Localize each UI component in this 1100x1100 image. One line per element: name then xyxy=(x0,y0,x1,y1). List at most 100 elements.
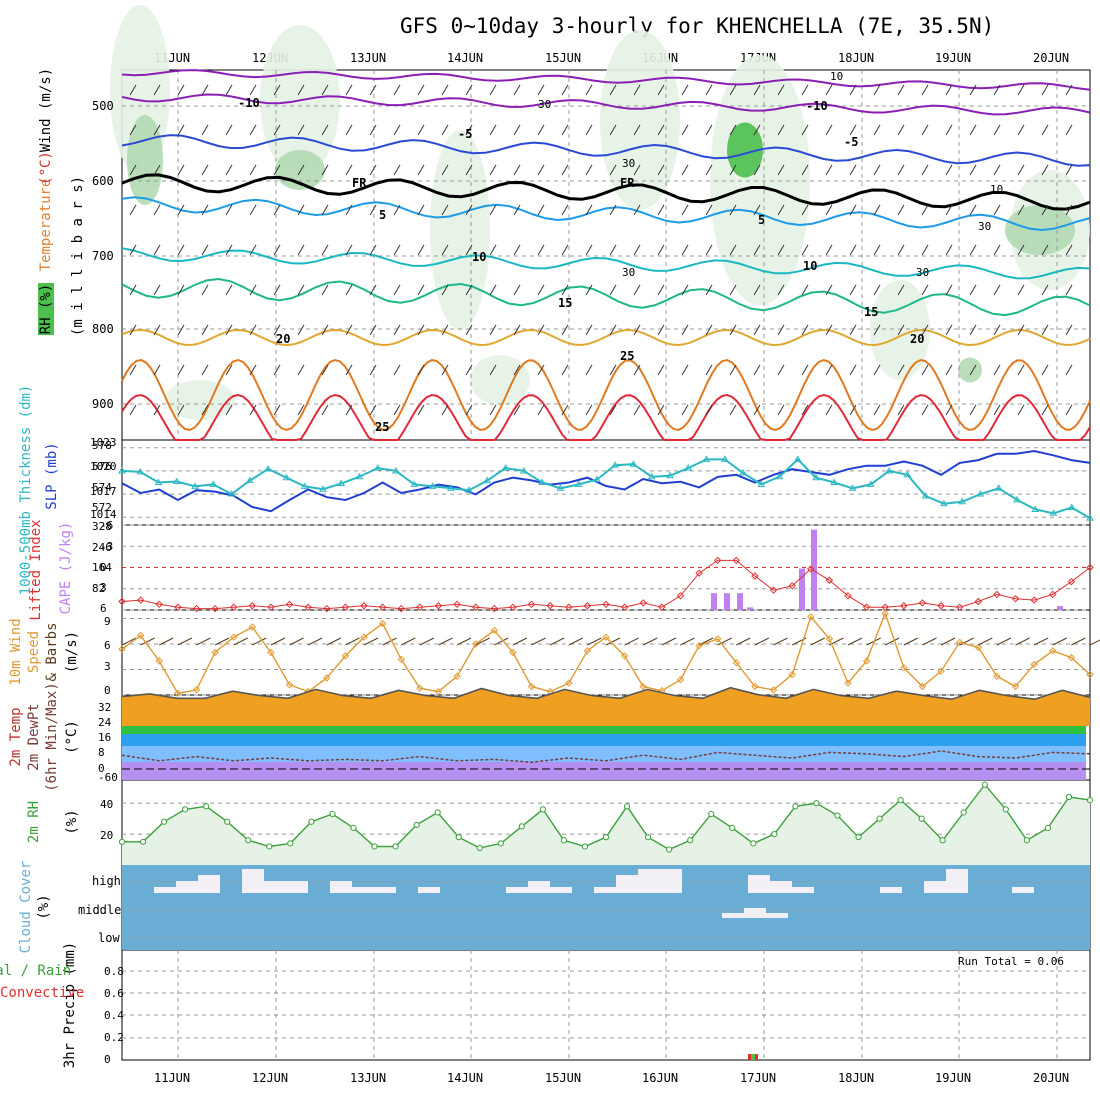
wind-barb xyxy=(609,124,617,136)
wind-point xyxy=(825,635,834,643)
li-point xyxy=(937,602,945,610)
wind-barb xyxy=(177,324,185,336)
wind-barb xyxy=(273,404,281,416)
wind-barb xyxy=(633,244,641,256)
wind-barb xyxy=(441,364,449,376)
wind-barb xyxy=(561,364,569,376)
rh-point xyxy=(644,834,652,841)
wind-barb xyxy=(393,244,401,256)
wind-barb xyxy=(1065,84,1073,96)
wind-barb xyxy=(561,84,569,96)
wind-barb xyxy=(921,284,929,296)
wind-barb xyxy=(513,124,521,136)
wind-barb xyxy=(393,284,401,296)
wind-barb xyxy=(873,84,881,96)
li-point xyxy=(900,602,908,610)
wind-barb xyxy=(777,84,785,96)
wind-barb xyxy=(681,164,689,176)
wind-barb xyxy=(753,244,761,256)
wind-barb xyxy=(585,284,593,296)
wind-barb xyxy=(129,404,137,416)
thickness-series xyxy=(121,458,1091,519)
wind-barb xyxy=(513,204,521,216)
wind-barb xyxy=(513,164,521,176)
cloud-panel: high middle low xyxy=(78,865,1090,950)
wind-barb xyxy=(456,637,472,646)
cloud-level-label: low xyxy=(98,931,120,945)
wind-barb xyxy=(897,284,905,296)
wind-barb xyxy=(417,404,425,416)
wind-barb xyxy=(969,324,977,336)
rh-point xyxy=(834,812,841,819)
rh-legend-swatch xyxy=(38,283,54,335)
wind-point xyxy=(602,633,610,641)
wind-barb xyxy=(681,124,689,136)
wind-barb xyxy=(489,324,497,336)
wind-barb xyxy=(419,637,435,646)
wind-barb xyxy=(777,204,785,216)
run-total-label: Run Total = 0.06 xyxy=(958,955,1064,968)
wind-barb xyxy=(249,124,257,136)
cape-tick: 82 xyxy=(92,582,105,595)
cape-tick: 328 xyxy=(92,520,112,533)
date-tick-bottom: 12JUN xyxy=(252,1071,288,1085)
wind-barb xyxy=(825,284,833,296)
temp-band xyxy=(122,762,1086,780)
wind-barb xyxy=(417,124,425,136)
date-tick-top: 13JUN xyxy=(350,51,386,65)
wind-barb xyxy=(177,244,185,256)
cloud-high-bar xyxy=(946,869,968,893)
wind-barb xyxy=(810,637,825,646)
wind-barb xyxy=(129,164,137,176)
rh-point xyxy=(455,834,462,841)
wind-barb xyxy=(441,204,449,216)
wind-barb xyxy=(897,324,905,336)
wind-point xyxy=(732,658,741,667)
wind-point xyxy=(285,681,294,689)
wind-barb xyxy=(249,244,257,256)
rh-point xyxy=(771,830,778,838)
wind-barb xyxy=(369,124,377,136)
wind-barb xyxy=(681,204,689,216)
wind-barb xyxy=(393,204,401,216)
wind-barb xyxy=(1065,244,1073,256)
date-tick-top: 19JUN xyxy=(935,51,971,65)
li-point xyxy=(397,604,405,613)
wind-barb xyxy=(993,404,1001,416)
rh-point xyxy=(266,843,273,850)
upper-axis-label: (m i l l i b a r s) xyxy=(70,176,86,336)
wind-barb xyxy=(753,404,761,416)
wind-barb xyxy=(369,204,377,216)
wind-barb xyxy=(1041,124,1049,136)
li-point xyxy=(360,602,368,610)
wind-barb xyxy=(537,124,545,136)
cloud-high-bar xyxy=(594,887,616,893)
wind-barb xyxy=(633,364,641,376)
wind-barb xyxy=(993,284,1001,296)
wind-barb xyxy=(249,404,257,416)
rh-shading xyxy=(958,357,982,383)
wind-barb xyxy=(873,324,881,336)
wind-barb xyxy=(345,84,353,96)
wind-barb xyxy=(754,637,770,646)
wind-barb xyxy=(177,164,185,176)
wind-barb xyxy=(513,404,521,416)
wind-barb xyxy=(321,164,329,176)
wind-barb xyxy=(777,284,785,296)
wind-barb xyxy=(681,284,689,296)
wind-barb xyxy=(969,84,977,96)
wind-barb xyxy=(225,244,233,256)
contour-label: -10 xyxy=(238,96,260,110)
wind-barb xyxy=(873,124,881,136)
cape-tick: 164 xyxy=(92,561,112,574)
rh-shading xyxy=(470,355,530,405)
li-point xyxy=(751,572,759,580)
upper-air-panel: -10 -10 -5 -5 FR FR 5 5 10 10 15 15 20 20 25 25 30 30 30 30… xyxy=(92,5,1091,441)
wind-barb xyxy=(705,404,713,416)
wind-barb xyxy=(609,204,617,216)
wind-barb xyxy=(657,124,665,136)
wind-barb xyxy=(801,404,809,416)
wind-barb xyxy=(753,284,761,296)
wind-barb xyxy=(489,164,497,176)
temp-band xyxy=(122,726,1086,734)
